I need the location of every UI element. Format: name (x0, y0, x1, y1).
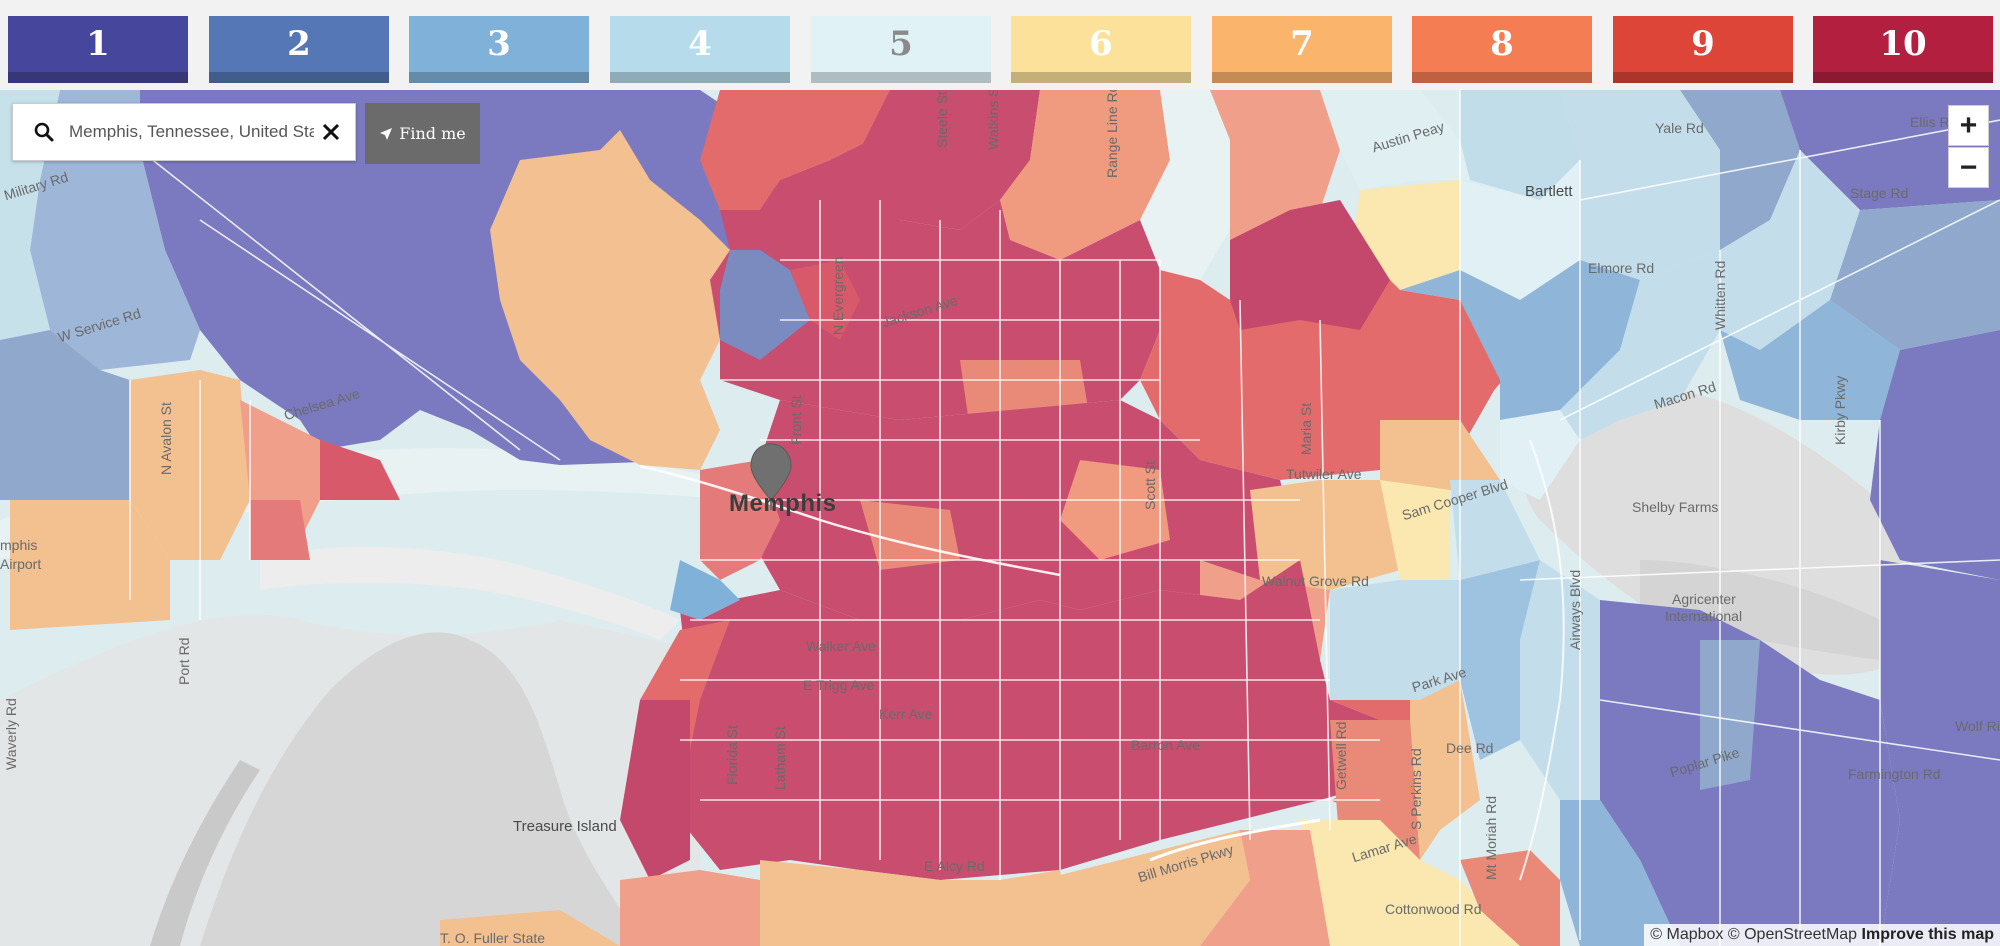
place-label: Shelby Farms (1632, 499, 1719, 515)
road-label: Kerr Ave (879, 706, 933, 722)
legend-swatch-3: 3 (409, 16, 589, 83)
legend-label: 10 (1879, 24, 1927, 64)
road-label: Farmington Rd (1848, 766, 1941, 782)
road-label: Elmore Rd (1588, 260, 1655, 276)
improve-map-link[interactable]: Improve this map (1861, 926, 1994, 943)
road-label: Range Line Rd (1104, 90, 1120, 178)
road-label: Kirby Pkwy (1832, 375, 1848, 445)
road-label: Ellis Rd (1910, 114, 1958, 130)
road-label: S Perkins Rd (1408, 748, 1424, 830)
road-label: Barron Ave (1131, 737, 1201, 753)
road-label: N Avalon St (158, 402, 174, 475)
osm-attribution-link[interactable]: © OpenStreetMap (1727, 926, 1858, 943)
legend-swatch-9: 9 (1613, 16, 1793, 83)
zoom-in-button[interactable]: + (1948, 105, 1989, 146)
legend-label: 2 (287, 24, 311, 64)
place-label: T. O. Fuller State (440, 930, 546, 946)
road-label: Port Rd (176, 637, 192, 685)
road-label: Watkins St (985, 90, 1001, 150)
road-label: Wolf River (1955, 718, 2000, 734)
choropleth-map[interactable]: Memphis Bartlett Shelby Farms Agricenter… (0, 90, 2000, 946)
location-pin-icon (750, 443, 792, 510)
place-label: International (1665, 608, 1743, 624)
clear-search-icon[interactable] (318, 119, 344, 145)
road-label: Stage Rd (1850, 185, 1909, 201)
road-label: Front St (788, 395, 804, 445)
road-label: E Trigg Ave (803, 677, 875, 693)
legend-swatch-2: 2 (209, 16, 389, 83)
place-label: Agricenter (1672, 591, 1736, 607)
zoom-out-button[interactable]: − (1948, 147, 1989, 188)
road-label: Steele St (934, 91, 950, 148)
map-attribution: © Mapbox © OpenStreetMap Improve this ma… (1644, 924, 2000, 946)
road-label: Airways Blvd (1567, 569, 1583, 650)
find-me-button[interactable]: Find me (365, 103, 480, 164)
legend-swatch-4: 4 (610, 16, 790, 83)
legend-label: 6 (1089, 24, 1113, 64)
legend-label: 4 (688, 24, 712, 64)
place-label: mphis (0, 537, 38, 553)
city-label: Memphis (729, 490, 837, 517)
road-label: E Alcy Rd (924, 858, 985, 874)
legend-swatch-7: 7 (1212, 16, 1392, 83)
place-label: Treasure Island (513, 818, 617, 835)
zoom-out-icon: − (1959, 150, 1978, 184)
road-label: Walker Ave (806, 638, 877, 654)
mapbox-attribution-link[interactable]: © Mapbox (1650, 926, 1724, 943)
search-input[interactable] (67, 121, 316, 143)
zoom-in-icon: + (1959, 108, 1978, 142)
place-label: Bartlett (1525, 183, 1573, 200)
road-label: Maria St (1298, 402, 1314, 455)
road-label: Dee Rd (1446, 740, 1494, 756)
road-label: Scott St (1142, 460, 1158, 510)
road-label: Whitten Rd (1712, 260, 1728, 330)
find-me-label: Find me (399, 124, 466, 143)
road-label: Yale Rd (1655, 120, 1704, 136)
road-label: Tutwiler Ave (1286, 466, 1362, 482)
place-label: Airport (0, 556, 42, 572)
legend-label: 9 (1691, 24, 1715, 64)
choropleth-legend: 1 2 3 4 5 6 7 8 9 10 (0, 0, 2000, 90)
legend-label: 3 (487, 24, 511, 64)
road-label: N Evergreen (830, 256, 846, 335)
legend-swatch-8: 8 (1412, 16, 1592, 83)
legend-swatch-5: 5 (811, 16, 991, 83)
road-label: Florida St (724, 725, 740, 785)
legend-swatch-1: 1 (8, 16, 188, 83)
legend-swatch-10: 10 (1813, 16, 1993, 83)
search-icon (31, 119, 57, 145)
location-arrow-icon (380, 127, 393, 140)
road-label: Mt Moriah Rd (1483, 795, 1499, 880)
legend-swatch-6: 6 (1011, 16, 1191, 83)
road-label: Cottonwood Rd (1385, 901, 1482, 917)
search-box[interactable] (12, 103, 356, 161)
map-canvas[interactable] (0, 90, 2000, 946)
road-label: Waverly Rd (3, 698, 19, 770)
legend-label: 8 (1490, 24, 1514, 64)
legend-label: 7 (1290, 24, 1314, 64)
road-label: Latham St (772, 726, 788, 790)
legend-label: 1 (86, 24, 110, 64)
legend-label: 5 (889, 24, 913, 64)
road-label: Getwell Rd (1333, 721, 1349, 790)
road-label: Walnut Grove Rd (1262, 573, 1369, 589)
